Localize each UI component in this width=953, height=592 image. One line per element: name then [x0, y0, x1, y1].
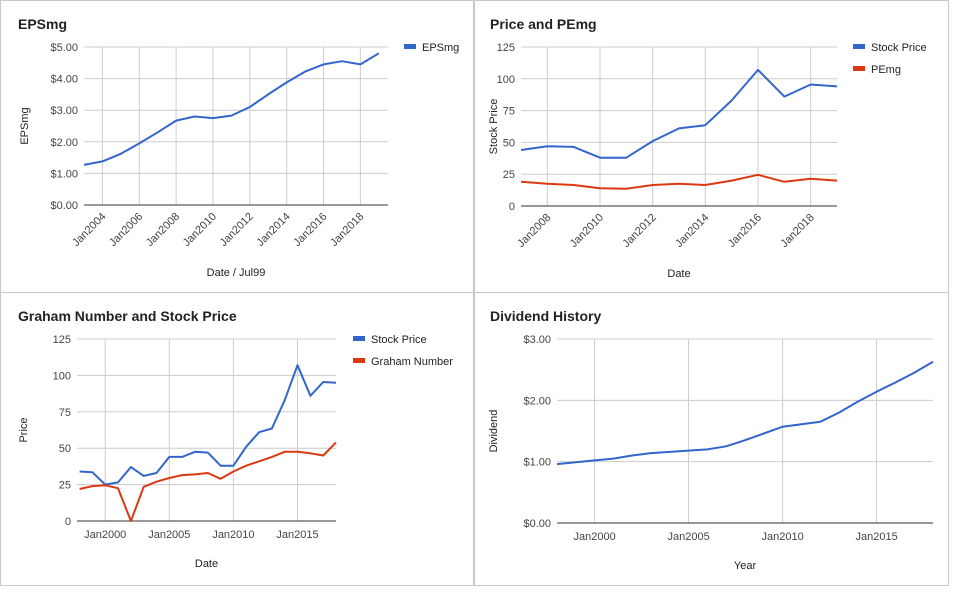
dividend-y-tick-label: $0.00	[523, 518, 551, 530]
graham-x-tick-label: Jan2010	[212, 529, 254, 541]
dividend-x-tick-label: Jan2000	[573, 531, 615, 543]
price-pe-x-tick-label: Jan2008	[515, 212, 553, 250]
graham-y-axis-label: Price	[18, 417, 30, 442]
graham-y-tick-label: 100	[53, 370, 71, 382]
eps-x-tick-label: Jan2010	[181, 211, 219, 249]
price-pe-y-tick-label: 75	[503, 106, 515, 118]
graham-legend-swatch-0	[353, 336, 365, 341]
graham-y-tick-label: 25	[59, 480, 71, 492]
graham-series-line-0	[79, 364, 337, 486]
price-pe-y-tick-label: 125	[497, 42, 515, 54]
price-pe-y-tick-label: 25	[503, 169, 515, 181]
graham-x-tick-label: Jan2000	[84, 529, 126, 541]
eps-legend-swatch-0	[404, 44, 416, 49]
dividend-y-axis-label: Dividend	[488, 410, 500, 453]
graham-legend-swatch-1	[353, 358, 365, 363]
price-pe-x-tick-label: Jan2010	[568, 212, 606, 250]
eps-x-axis-label: Date / Jul99	[207, 267, 266, 279]
price-pe-x-tick-label: Jan2018	[778, 212, 816, 250]
price-pe-legend-swatch-1	[853, 66, 865, 71]
dividend-chart-title: Dividend History	[490, 308, 601, 324]
eps-x-tick-label: Jan2006	[107, 211, 145, 249]
price-pe-legend-label-1: PEmg	[871, 64, 901, 76]
price-pe-y-axis-label: Stock Price	[488, 99, 500, 155]
price-pe-y-tick-label: 100	[497, 74, 515, 86]
eps-x-tick-label: Jan2004	[70, 211, 108, 249]
price-pe-legend-label-0: Stock Price	[871, 42, 927, 54]
graham-legend-label-0: Stock Price	[371, 334, 427, 346]
price-pe-y-tick-label: 0	[509, 201, 515, 213]
eps-y-tick-label: $3.00	[50, 105, 78, 117]
dividend-x-axis-label: Year	[734, 560, 757, 572]
eps-chart: EPSmg $0.00 $1.00 $2.00 $3.00 $4.00 $5.00 Jan20…	[18, 16, 459, 279]
price-pe-x-tick-label: Jan2014	[673, 212, 711, 250]
eps-chart-panel: EPSmg $0.00 $1.00 $2.00 $3.00 $4.00 $5.00 Jan20…	[0, 0, 474, 294]
dividend-chart-panel: Dividend History $0.00 $1.00 $2.00 $3.00 Jan2…	[474, 292, 949, 586]
graham-x-tick-label: Jan2015	[276, 529, 318, 541]
dividend-x-tick-label: Jan2010	[761, 531, 803, 543]
graham-chart: Graham Number and Stock Price 0 25 50 75 100 1…	[18, 308, 453, 570]
price-pe-x-tick-label: Jan2016	[726, 212, 764, 250]
dividend-y-tick-label: $1.00	[523, 457, 551, 469]
dividend-y-tick-label: $2.00	[523, 395, 551, 407]
eps-y-tick-label: $1.00	[50, 168, 78, 180]
dividend-x-tick-label: Jan2005	[667, 531, 709, 543]
price-pe-legend-swatch-0	[853, 44, 865, 49]
graham-y-tick-label: 75	[59, 407, 71, 419]
eps-x-tick-label: Jan2008	[144, 211, 182, 249]
graham-y-tick-label: 0	[65, 516, 71, 528]
dividend-series-line-0	[556, 360, 934, 466]
eps-legend-label-0: EPSmg	[422, 42, 459, 54]
price-pe-x-axis-label: Date	[667, 268, 690, 280]
dividend-y-tick-label: $3.00	[523, 334, 551, 346]
eps-x-tick-label: Jan2014	[254, 211, 292, 249]
price-pe-series-line-1	[520, 173, 838, 190]
eps-y-tick-label: $4.00	[50, 74, 78, 86]
eps-y-tick-label: $0.00	[50, 200, 78, 212]
price-pe-y-tick-label: 50	[503, 137, 515, 149]
graham-x-axis-label: Date	[195, 558, 218, 570]
eps-chart-title: EPSmg	[18, 16, 67, 32]
graham-chart-panel: Graham Number and Stock Price 0 25 50 75 100 1…	[0, 292, 474, 586]
eps-y-axis-label: EPSmg	[19, 107, 31, 144]
eps-y-tick-label: $5.00	[50, 42, 78, 54]
graham-y-tick-label: 125	[53, 334, 71, 346]
eps-series-line-0	[83, 52, 380, 166]
graham-y-tick-label: 50	[59, 443, 71, 455]
price-pe-series-line-0	[520, 68, 838, 159]
graham-chart-title: Graham Number and Stock Price	[18, 308, 237, 324]
price-pe-chart: Price and PEmg 0 25 50 75 100 125 Jan2008 Jan201…	[488, 16, 927, 280]
eps-x-tick-label: Jan2018	[328, 211, 366, 249]
dividend-chart: Dividend History $0.00 $1.00 $2.00 $3.00 Jan2…	[488, 308, 934, 572]
price-pe-x-tick-label: Jan2012	[620, 212, 658, 250]
graham-legend-label-1: Graham Number	[371, 356, 453, 368]
eps-y-tick-label: $2.00	[50, 137, 78, 149]
graham-series-line-1	[79, 441, 337, 522]
price-pe-chart-title: Price and PEmg	[490, 16, 597, 32]
dividend-x-tick-label: Jan2015	[855, 531, 897, 543]
price-pe-chart-panel: Price and PEmg 0 25 50 75 100 125 Jan2008 Jan201…	[474, 0, 949, 294]
eps-x-tick-label: Jan2016	[291, 211, 329, 249]
eps-x-tick-label: Jan2012	[218, 211, 256, 249]
graham-x-tick-label: Jan2005	[148, 529, 190, 541]
